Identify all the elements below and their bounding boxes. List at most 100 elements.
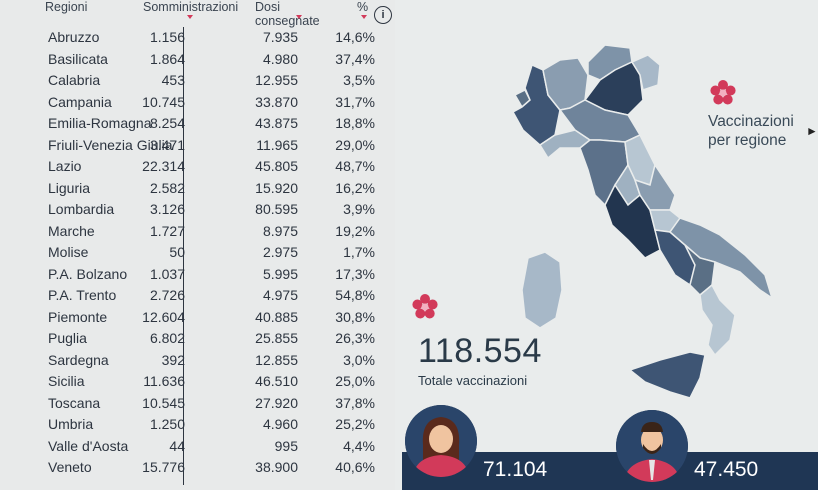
table-row[interactable]: Marche 1.727 8.975 19,2% [0, 221, 395, 243]
map-region-friuli [630, 54, 661, 91]
dosi-value: 995 [274, 437, 298, 454]
sort-arrow-icon [361, 15, 367, 19]
table-row[interactable]: Molise 50 2.975 1,7% [0, 242, 395, 264]
somministrazioni-value: 392 [161, 351, 185, 368]
dosi-value: 45.805 [255, 158, 298, 174]
pct-value: 1,7% [343, 244, 375, 260]
region-name: Calabria [48, 72, 101, 88]
table-row[interactable]: Sicilia 11.636 46.510 25,0% [0, 371, 395, 393]
table-row[interactable]: Calabria 453 12.955 3,5% [0, 70, 395, 92]
table-row[interactable]: P.A. Bolzano 1.037 5.995 17,3% [0, 264, 395, 286]
table-row[interactable]: Valle d'Aosta 44 995 4,4% [0, 436, 395, 458]
somministrazioni-value: 8.254 [149, 115, 185, 131]
region-name: Friuli-Venezia Giulia [48, 136, 173, 153]
total-vaccinations-label: Totale vaccinazioni [418, 373, 528, 388]
table-row[interactable]: Campania 10.745 33.870 31,7% [0, 92, 395, 114]
pct-value: 3,5% [343, 72, 375, 88]
pct-value: 40,6% [335, 459, 375, 475]
sort-arrow-icon [187, 15, 193, 19]
pct-value: 54,8% [335, 287, 375, 303]
somministrazioni-value: 15.776 [142, 459, 185, 475]
somministrazioni-value: 50 [169, 244, 185, 260]
map-region-calabria [699, 283, 736, 357]
table-row[interactable]: Umbria 1.250 4.960 25,2% [0, 414, 395, 436]
column-divider [183, 27, 184, 485]
table-row[interactable]: Toscana 10.545 27.920 37,8% [0, 393, 395, 415]
dosi-value: 33.870 [255, 93, 298, 110]
pct-value: 3,9% [343, 201, 375, 217]
region-name: Umbria [48, 416, 94, 432]
column-header-pct[interactable]: % [357, 0, 371, 22]
flower-icon [412, 294, 438, 319]
pct-value: 31,7% [335, 93, 375, 110]
table-row[interactable]: Emilia-Romagna 8.254 43.875 18,8% [0, 113, 395, 135]
table-row[interactable]: Abruzzo 1.156 7.935 14,6% [0, 27, 395, 49]
table-row[interactable]: Basilicata 1.864 4.980 37,4% [0, 49, 395, 71]
flower-icon [710, 80, 736, 105]
map-title: Vaccinazioni per regione [708, 113, 794, 149]
region-name: Puglia [48, 330, 87, 346]
map-region-sardegna [521, 251, 563, 329]
pct-value: 4,4% [343, 437, 375, 454]
dosi-value: 4.980 [262, 50, 298, 67]
table-row[interactable]: Puglia 6.802 25.855 26,3% [0, 328, 395, 350]
somministrazioni-value: 6.802 [149, 330, 185, 346]
region-name: Toscana [48, 394, 101, 411]
dosi-value: 4.960 [262, 416, 298, 432]
sort-arrow-icon [296, 15, 302, 19]
region-name: P.A. Bolzano [48, 265, 128, 282]
pct-value: 37,4% [335, 50, 375, 67]
dosi-value: 38.900 [255, 459, 298, 475]
table-row[interactable]: Piemonte 12.604 40.885 30,8% [0, 307, 395, 329]
table-row[interactable]: Liguria 2.582 15.920 16,2% [0, 178, 395, 200]
dosi-value: 12.855 [255, 351, 298, 368]
dosi-value: 40.885 [255, 308, 298, 325]
somministrazioni-value: 11.636 [143, 373, 185, 389]
pct-value: 37,8% [335, 394, 375, 411]
table-row[interactable]: Veneto 15.776 38.900 40,6% [0, 457, 395, 479]
somministrazioni-value: 1.156 [149, 29, 185, 45]
info-icon[interactable]: i [374, 6, 392, 24]
table-row[interactable]: Lombardia 3.126 80.595 3,9% [0, 199, 395, 221]
region-name: Campania [48, 93, 112, 110]
region-name: Sardegna [48, 351, 109, 368]
map-panel [395, 0, 818, 490]
somministrazioni-value: 1.250 [149, 416, 185, 432]
male-vaccinations-value: 47.450 [694, 458, 759, 481]
column-header-somministrazioni[interactable]: Somministrazioni [143, 0, 238, 22]
region-name: Liguria [48, 179, 91, 196]
dosi-value: 8.975 [262, 222, 298, 239]
table-row[interactable]: P.A. Trento 2.726 4.975 54,8% [0, 285, 395, 307]
somministrazioni-value: 22.314 [142, 158, 185, 174]
pct-value: 19,2% [335, 222, 375, 239]
pct-value: 26,3% [335, 330, 375, 346]
dosi-value: 80.595 [255, 201, 298, 217]
somministrazioni-value: 1.727 [149, 222, 185, 239]
region-name: Valle d'Aosta [48, 437, 129, 454]
region-name: Lazio [48, 158, 82, 174]
column-header-regioni[interactable]: Regioni [45, 0, 88, 14]
pct-value: 25,2% [335, 416, 375, 432]
pct-value: 14,6% [335, 29, 375, 45]
dosi-value: 2.975 [262, 244, 298, 260]
pct-value: 29,0% [335, 136, 375, 153]
somministrazioni-value: 44 [169, 437, 185, 454]
italy-map [511, 44, 774, 399]
table-row[interactable]: Friuli-Venezia Giulia 3.471 11.965 29,0% [0, 135, 395, 157]
region-name: Emilia-Romagna [48, 115, 152, 131]
somministrazioni-value: 10.745 [142, 93, 185, 110]
column-header-dosi[interactable]: Dosi consegnate [255, 0, 320, 28]
table-row[interactable]: Sardegna 392 12.855 3,0% [0, 350, 395, 372]
dosi-value: 12.955 [255, 72, 298, 88]
total-vaccinations-value: 118.554 [418, 332, 542, 370]
pct-value: 48,7% [335, 158, 375, 174]
table-row[interactable]: Lazio 22.314 45.805 48,7% [0, 156, 395, 178]
dosi-value: 43.875 [255, 115, 298, 131]
region-name: Lombardia [48, 201, 115, 217]
region-name: Sicilia [48, 373, 85, 389]
dosi-value: 4.975 [262, 287, 298, 303]
somministrazioni-value: 1.864 [149, 50, 185, 67]
somministrazioni-value: 1.037 [149, 265, 185, 282]
map-region-abruzzo [633, 163, 676, 211]
woman-avatar-icon [405, 405, 477, 477]
